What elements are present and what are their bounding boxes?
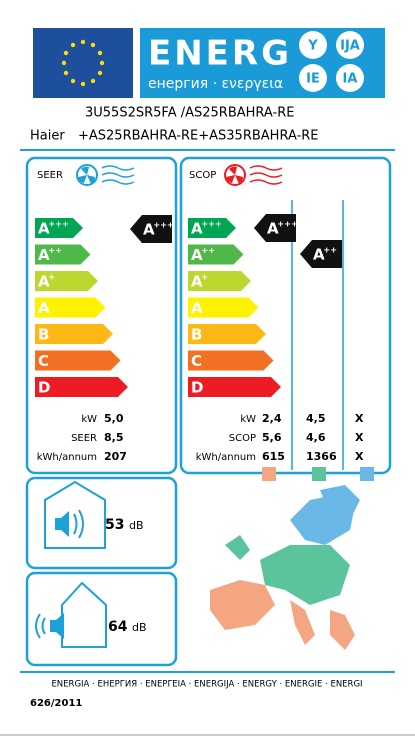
class-letter: A	[38, 246, 50, 264]
class-plus: ++	[48, 245, 62, 255]
class-arrow	[35, 218, 83, 238]
scop-label: SCOP	[189, 170, 216, 181]
row-value: X	[355, 412, 364, 425]
class-letter: A	[143, 221, 155, 239]
row-value: 4,5	[306, 412, 326, 425]
class-arrow	[35, 377, 128, 397]
class-letter: A	[191, 246, 203, 264]
class-letter: A	[191, 220, 203, 238]
class-letter: A	[38, 273, 50, 291]
class-arrow	[35, 350, 121, 371]
class-plus: +++	[277, 218, 298, 228]
row-unit: kW	[240, 414, 256, 425]
eu-flag	[33, 28, 133, 98]
row-value: 2,4	[262, 412, 282, 425]
row-value: 5,0	[104, 412, 124, 425]
letter-circle	[299, 31, 327, 59]
class-plus: ++	[201, 245, 215, 255]
row-unit: SEER	[71, 433, 97, 444]
zone-warmer	[262, 467, 276, 481]
class-letter: D	[191, 379, 203, 397]
indoor-noise-panel	[25, 476, 178, 570]
row-unit: kWh/annum	[37, 452, 97, 463]
row-value: 8,5	[104, 431, 124, 444]
rating-arrow	[254, 214, 296, 242]
class-letter: A	[191, 273, 203, 291]
class-arrow	[35, 324, 113, 344]
row-value: X	[355, 450, 364, 463]
class-arrow	[35, 244, 91, 265]
class-plus: +++	[201, 218, 222, 228]
class-letter: A	[38, 299, 50, 317]
indoor-icon	[44, 480, 106, 549]
row-value: 1366	[306, 450, 337, 463]
supplier: Haier	[30, 129, 65, 144]
zone-average	[312, 467, 326, 481]
row-unit: SCOP	[229, 433, 256, 444]
row-value: 207	[104, 450, 127, 463]
class-plus: +	[48, 271, 55, 281]
class-plus: +++	[48, 218, 69, 228]
letter: IA	[343, 72, 358, 87]
row-unit: kWh/annum	[196, 452, 256, 463]
class-letter: A	[191, 299, 203, 317]
class-letter: A	[313, 246, 325, 264]
row-value: 4,6	[306, 431, 326, 444]
heat-icon	[224, 164, 283, 186]
class-letter: D	[38, 379, 50, 397]
zone-colder	[360, 467, 374, 481]
scop-panel	[179, 156, 392, 475]
class-arrow	[35, 297, 106, 318]
class-arrow	[188, 297, 259, 318]
energy-subtitle: енергия · ενεργεια	[148, 76, 283, 92]
row-value: X	[355, 431, 364, 444]
outdoor-noise-value: 64	[108, 619, 128, 635]
indoor-noise-unit: dB	[129, 519, 144, 532]
outdoor-icon	[35, 581, 107, 648]
outdoor-noise-panel	[25, 571, 178, 667]
letter: IJA	[340, 39, 360, 54]
class-letter: B	[191, 326, 202, 344]
row-unit: kW	[81, 414, 97, 425]
model: 3U55S2SR5FA /AS25RBAHRA-RE	[85, 106, 294, 121]
class-arrow	[35, 271, 98, 291]
class-letter: C	[38, 352, 49, 370]
europe-map	[210, 485, 360, 650]
model: +AS25RBAHRA-RE+AS35RBAHRA-RE	[78, 129, 319, 144]
eu-stars	[61, 39, 105, 87]
class-plus: +	[201, 271, 208, 281]
fan-icon	[76, 164, 135, 186]
class-letter: A	[38, 220, 50, 238]
rating-arrow	[130, 215, 172, 243]
rating-arrow	[300, 240, 342, 268]
class-letter: A	[267, 220, 279, 238]
class-arrow	[188, 271, 251, 291]
class-letter: C	[191, 352, 202, 370]
class-arrow	[188, 350, 274, 371]
footer-languages: ENERGIA · ЕНЕРГИЯ · ΕΝΕΡΓΕΙΑ · ENERGIJA …	[51, 680, 362, 690]
letter-circle	[336, 31, 364, 59]
row-value: 5,6	[262, 431, 282, 444]
seer-label: SEER	[37, 170, 63, 181]
letter-circle	[336, 64, 364, 92]
letter: Y	[307, 39, 318, 54]
seer-panel	[25, 156, 178, 475]
letter: IE	[306, 72, 320, 87]
class-arrow	[188, 218, 236, 238]
outdoor-noise-unit: dB	[132, 621, 147, 634]
class-arrow	[188, 377, 281, 397]
letter-circle	[299, 64, 327, 92]
indoor-noise-value: 53	[105, 517, 124, 533]
row-value: 615	[262, 450, 285, 463]
regulation: 626/2011	[30, 698, 82, 709]
energy-word: ENERG	[148, 34, 292, 74]
class-arrow	[188, 244, 244, 265]
class-letter: B	[38, 326, 49, 344]
class-plus: ++	[323, 244, 337, 254]
class-arrow	[188, 324, 266, 344]
class-plus: +++	[153, 219, 174, 229]
